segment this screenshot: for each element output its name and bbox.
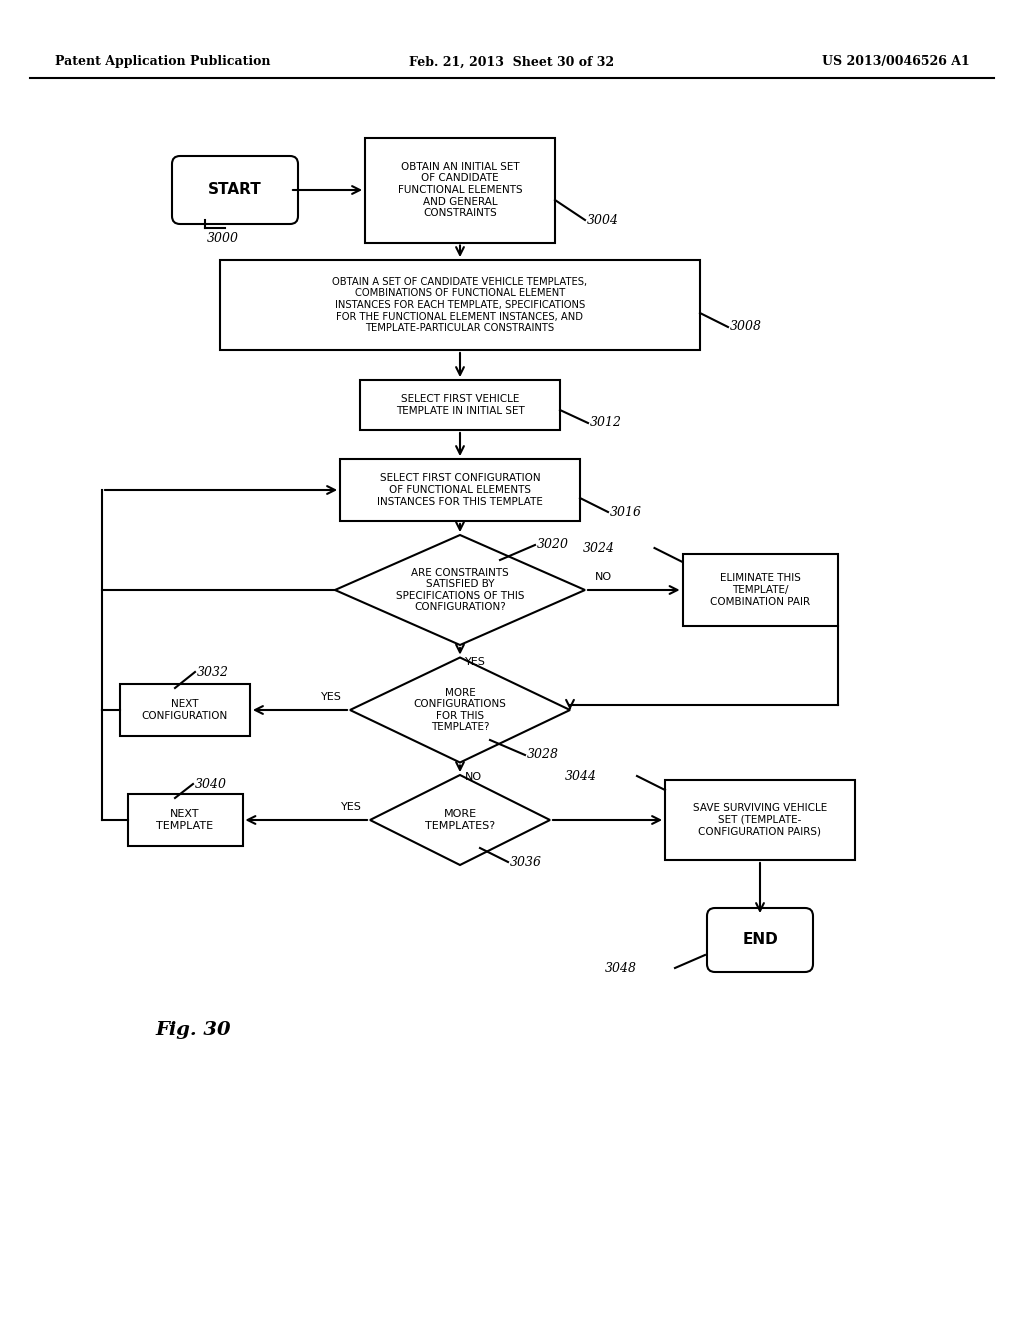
FancyBboxPatch shape <box>340 459 580 521</box>
Text: ARE CONSTRAINTS
SATISFIED BY
SPECIFICATIONS OF THIS
CONFIGURATION?: ARE CONSTRAINTS SATISFIED BY SPECIFICATI… <box>395 568 524 612</box>
Text: Feb. 21, 2013  Sheet 30 of 32: Feb. 21, 2013 Sheet 30 of 32 <box>410 55 614 69</box>
Text: START: START <box>208 182 262 198</box>
Text: 3012: 3012 <box>590 417 622 429</box>
FancyBboxPatch shape <box>665 780 855 861</box>
Text: MORE
TEMPLATES?: MORE TEMPLATES? <box>425 809 495 830</box>
Text: 3004: 3004 <box>587 214 618 227</box>
Text: US 2013/0046526 A1: US 2013/0046526 A1 <box>822 55 970 69</box>
Polygon shape <box>350 657 570 763</box>
Text: ELIMINATE THIS
TEMPLATE/
COMBINATION PAIR: ELIMINATE THIS TEMPLATE/ COMBINATION PAI… <box>710 573 810 607</box>
Text: SELECT FIRST VEHICLE
TEMPLATE IN INITIAL SET: SELECT FIRST VEHICLE TEMPLATE IN INITIAL… <box>395 395 524 416</box>
Text: 3024: 3024 <box>583 541 614 554</box>
Text: 3008: 3008 <box>730 321 762 334</box>
Text: Patent Application Publication: Patent Application Publication <box>55 55 270 69</box>
Text: 3036: 3036 <box>510 855 542 869</box>
FancyBboxPatch shape <box>683 554 838 626</box>
Polygon shape <box>335 535 585 645</box>
Text: YES: YES <box>465 657 485 667</box>
Polygon shape <box>370 775 550 865</box>
Text: 3032: 3032 <box>197 665 229 678</box>
Text: YES: YES <box>341 803 362 812</box>
FancyBboxPatch shape <box>365 137 555 243</box>
Text: 3048: 3048 <box>605 961 637 974</box>
FancyBboxPatch shape <box>360 380 560 430</box>
FancyBboxPatch shape <box>128 795 243 846</box>
Text: NO: NO <box>465 772 482 783</box>
Text: NEXT
TEMPLATE: NEXT TEMPLATE <box>157 809 214 830</box>
Text: OBTAIN AN INITIAL SET
OF CANDIDATE
FUNCTIONAL ELEMENTS
AND GENERAL
CONSTRAINTS: OBTAIN AN INITIAL SET OF CANDIDATE FUNCT… <box>397 162 522 218</box>
Text: NO: NO <box>595 572 612 582</box>
Text: SELECT FIRST CONFIGURATION
OF FUNCTIONAL ELEMENTS
INSTANCES FOR THIS TEMPLATE: SELECT FIRST CONFIGURATION OF FUNCTIONAL… <box>377 474 543 507</box>
Text: 3040: 3040 <box>195 777 227 791</box>
Text: 3044: 3044 <box>565 770 597 783</box>
Text: 3020: 3020 <box>537 539 569 552</box>
Text: 3016: 3016 <box>610 506 642 519</box>
Text: NEXT
CONFIGURATION: NEXT CONFIGURATION <box>142 700 228 721</box>
Text: OBTAIN A SET OF CANDIDATE VEHICLE TEMPLATES,
COMBINATIONS OF FUNCTIONAL ELEMENT
: OBTAIN A SET OF CANDIDATE VEHICLE TEMPLA… <box>333 277 588 333</box>
Text: MORE
CONFIGURATIONS
FOR THIS
TEMPLATE?: MORE CONFIGURATIONS FOR THIS TEMPLATE? <box>414 688 507 733</box>
Text: YES: YES <box>322 692 342 702</box>
Text: Fig. 30: Fig. 30 <box>155 1020 230 1039</box>
FancyBboxPatch shape <box>172 156 298 224</box>
Text: SAVE SURVIVING VEHICLE
SET (TEMPLATE-
CONFIGURATION PAIRS): SAVE SURVIVING VEHICLE SET (TEMPLATE- CO… <box>693 804 827 837</box>
FancyBboxPatch shape <box>707 908 813 972</box>
FancyBboxPatch shape <box>220 260 700 350</box>
FancyBboxPatch shape <box>120 684 250 737</box>
Text: 3028: 3028 <box>527 748 559 762</box>
Text: 3000: 3000 <box>207 231 239 244</box>
Text: END: END <box>742 932 778 948</box>
